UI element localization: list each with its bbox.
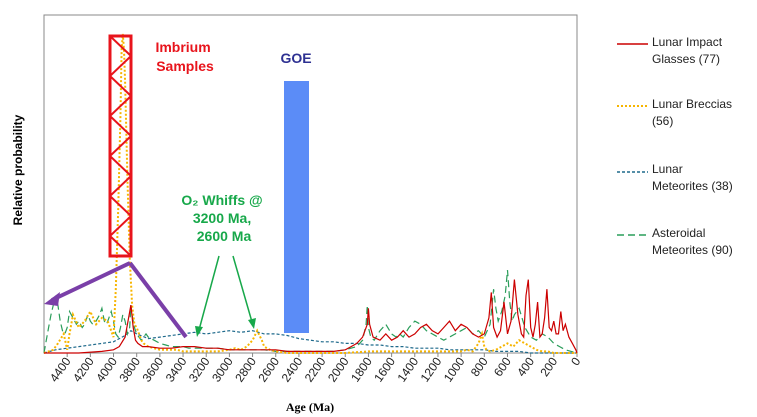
legend-item-asteroidal-meteorites: Asteroidal Meteorites (90) [617, 226, 733, 257]
o2-whiffs-arrows [195, 255, 256, 337]
x-tick-label: 1600 [371, 354, 398, 384]
x-tick-label: 400 [514, 354, 537, 379]
svg-text:Asteroidal: Asteroidal [652, 226, 705, 240]
series-line-lunar-meteorites-38 [43, 329, 577, 354]
x-tick-label: 2400 [279, 354, 306, 384]
x-tick-label: 0 [568, 354, 583, 368]
x-tick-label: 3400 [163, 354, 190, 384]
x-tick-label: 1200 [418, 354, 445, 384]
legend-item-lunar-breccias: Lunar Breccias (56) [617, 97, 732, 128]
svg-text:Lunar: Lunar [652, 162, 683, 176]
x-tick-label: 2200 [302, 354, 329, 384]
x-tick-label: 800 [468, 354, 491, 379]
legend-item-lunar-meteorites: Lunar Meteorites (38) [617, 162, 733, 193]
x-axis-ticks: 4400420040003800360034003200300028002600… [47, 353, 584, 385]
o2-whiffs-label: O₂ Whiffs @ 3200 Ma, 2600 Ma [181, 192, 266, 244]
y-axis-label: Relative probability [11, 114, 25, 225]
imbrium-samples-label: Imbrium Samples [155, 39, 214, 74]
x-tick-label: 3600 [140, 354, 167, 384]
series-line-lunar-impact-glasses-77 [44, 279, 578, 354]
svg-text:Meteorites (90): Meteorites (90) [652, 243, 733, 257]
svg-text:Lunar Breccias: Lunar Breccias [652, 97, 732, 111]
legend-item-lunar-impact-glasses: Lunar Impact Glasses (77) [617, 35, 723, 66]
x-tick-label: 3200 [186, 354, 213, 384]
svg-text:Meteorites (38): Meteorites (38) [652, 179, 733, 193]
x-tick-label: 1800 [348, 354, 375, 384]
goe-bar [284, 81, 309, 333]
x-tick-label: 200 [537, 354, 560, 379]
svg-text:Lunar Impact: Lunar Impact [652, 35, 723, 49]
legend: Lunar Impact Glasses (77) Lunar Breccias… [617, 35, 733, 257]
x-tick-label: 4000 [93, 354, 120, 384]
x-tick-label: 2600 [255, 354, 282, 384]
series-line-lunar-breccias-56 [43, 33, 577, 354]
x-tick-label: 1000 [441, 354, 468, 384]
svg-text:Glasses (77): Glasses (77) [652, 52, 720, 66]
svg-text:(56): (56) [652, 114, 673, 128]
x-tick-label: 3800 [116, 354, 143, 384]
x-tick-label: 2800 [232, 354, 259, 384]
imbrium-box [108, 34, 133, 258]
x-tick-label: 4200 [70, 354, 97, 384]
x-tick-label: 1400 [394, 354, 421, 384]
x-axis-label: Age (Ma) [286, 400, 334, 414]
series-lines [43, 33, 578, 354]
x-tick-label: 4400 [47, 354, 74, 384]
imbrium-range-arrows [44, 261, 188, 339]
x-tick-label: 600 [491, 354, 514, 379]
x-tick-label: 2000 [325, 354, 352, 384]
x-tick-label: 3000 [209, 354, 236, 384]
plot-area [43, 14, 578, 354]
goe-label: GOE [280, 50, 311, 66]
